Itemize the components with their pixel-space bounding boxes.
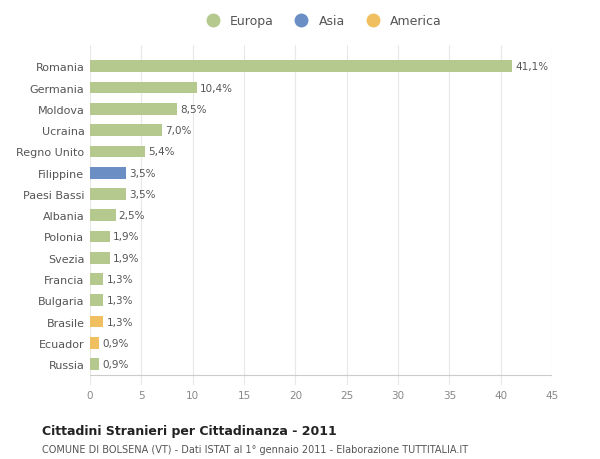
Bar [90, 189, 126, 200]
Text: 8,5%: 8,5% [181, 105, 207, 115]
Text: 2,5%: 2,5% [119, 211, 145, 221]
Text: 10,4%: 10,4% [200, 84, 233, 93]
Bar [90, 252, 110, 264]
Text: 0,9%: 0,9% [103, 338, 128, 348]
Text: Cittadini Stranieri per Cittadinanza - 2011: Cittadini Stranieri per Cittadinanza - 2… [42, 425, 337, 437]
Bar [90, 125, 162, 137]
Bar [90, 104, 177, 116]
Bar [90, 295, 103, 307]
Text: 1,3%: 1,3% [106, 296, 133, 306]
Bar [90, 231, 110, 243]
Bar [90, 210, 116, 222]
Text: 1,9%: 1,9% [113, 253, 139, 263]
Bar [90, 274, 103, 285]
Text: 41,1%: 41,1% [515, 62, 548, 72]
Text: 5,4%: 5,4% [149, 147, 175, 157]
Bar [90, 146, 145, 158]
Legend: Europa, Asia, America: Europa, Asia, America [195, 10, 447, 33]
Text: 3,5%: 3,5% [129, 190, 155, 200]
Text: COMUNE DI BOLSENA (VT) - Dati ISTAT al 1° gennaio 2011 - Elaborazione TUTTITALIA: COMUNE DI BOLSENA (VT) - Dati ISTAT al 1… [42, 444, 468, 454]
Text: 1,3%: 1,3% [106, 317, 133, 327]
Bar [90, 83, 197, 94]
Text: 3,5%: 3,5% [129, 168, 155, 178]
Text: 7,0%: 7,0% [165, 126, 191, 136]
Bar [90, 358, 99, 370]
Text: 1,3%: 1,3% [106, 274, 133, 285]
Bar [90, 62, 512, 73]
Bar [90, 316, 103, 328]
Bar [90, 168, 126, 179]
Text: 1,9%: 1,9% [113, 232, 139, 242]
Bar [90, 337, 99, 349]
Text: 0,9%: 0,9% [103, 359, 128, 369]
